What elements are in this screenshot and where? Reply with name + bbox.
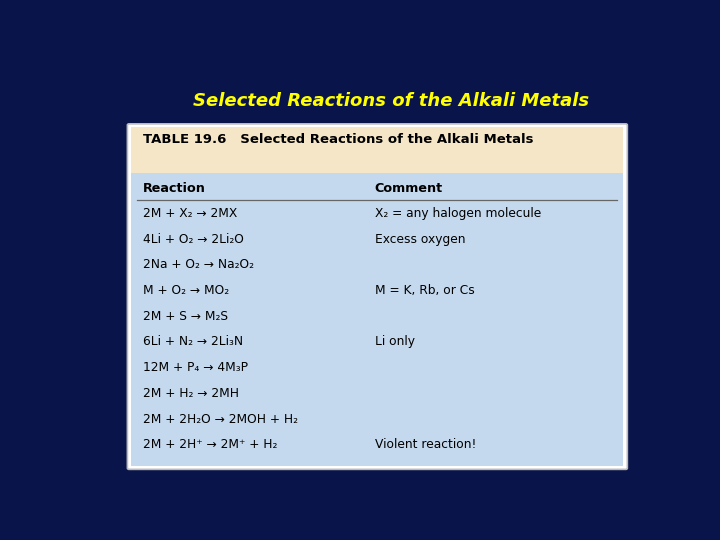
Bar [131, 127, 624, 173]
Text: Violent reaction!: Violent reaction! [374, 438, 476, 451]
Text: M + O₂ → MO₂: M + O₂ → MO₂ [143, 284, 229, 297]
Text: 2M + S → M₂S: 2M + S → M₂S [143, 310, 228, 323]
Text: 2M + X₂ → 2MX: 2M + X₂ → 2MX [143, 207, 238, 220]
Text: M = K, Rb, or Cs: M = K, Rb, or Cs [374, 284, 474, 297]
FancyBboxPatch shape [127, 124, 627, 469]
Text: 2M + 2H₂O → 2MOH + H₂: 2M + 2H₂O → 2MOH + H₂ [143, 413, 298, 426]
Text: 4Li + O₂ → 2Li₂O: 4Li + O₂ → 2Li₂O [143, 233, 244, 246]
Text: Reaction: Reaction [143, 182, 206, 195]
Text: X₂ = any halogen molecule: X₂ = any halogen molecule [374, 207, 541, 220]
Text: 12M + P₄ → 4M₃P: 12M + P₄ → 4M₃P [143, 361, 248, 374]
Text: Comment: Comment [374, 182, 443, 195]
Text: TABLE 19.6   Selected Reactions of the Alkali Metals: TABLE 19.6 Selected Reactions of the Alk… [143, 133, 534, 146]
Text: 6Li + N₂ → 2Li₃N: 6Li + N₂ → 2Li₃N [143, 335, 243, 348]
Bar [131, 173, 624, 467]
Text: 2M + H₂ → 2MH: 2M + H₂ → 2MH [143, 387, 239, 400]
Text: Li only: Li only [374, 335, 415, 348]
Text: Excess oxygen: Excess oxygen [374, 233, 465, 246]
Text: 2Na + O₂ → Na₂O₂: 2Na + O₂ → Na₂O₂ [143, 259, 254, 272]
Text: 2M + 2H⁺ → 2M⁺ + H₂: 2M + 2H⁺ → 2M⁺ + H₂ [143, 438, 277, 451]
Text: Selected Reactions of the Alkali Metals: Selected Reactions of the Alkali Metals [193, 92, 590, 110]
